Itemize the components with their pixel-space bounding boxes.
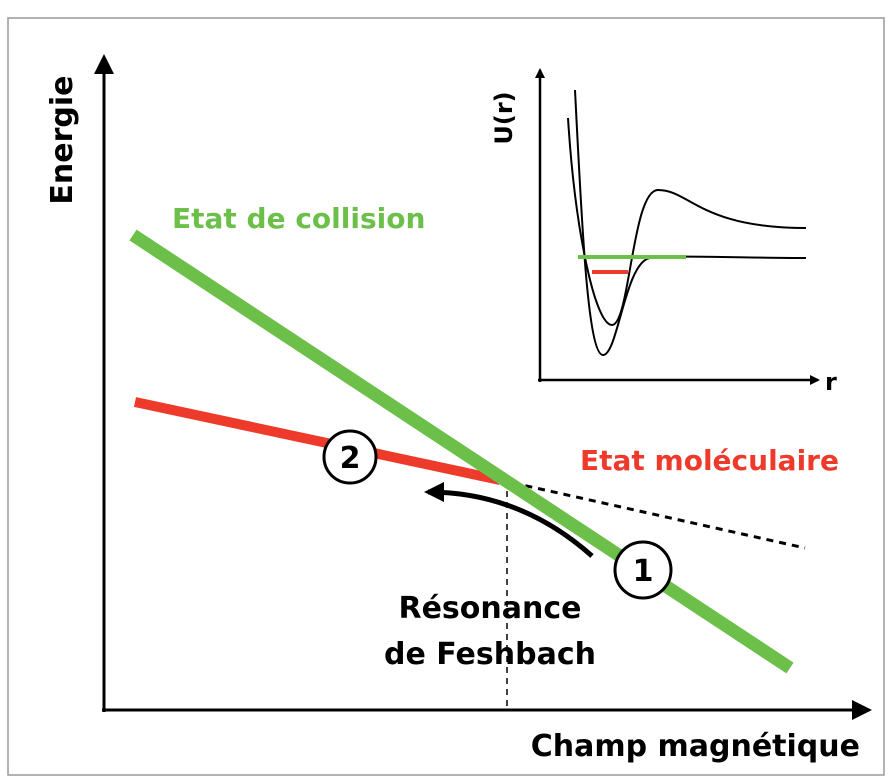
collision-state-label: Etat de collision — [172, 202, 425, 235]
frame — [7, 17, 885, 776]
molecular-state-line — [133, 397, 502, 485]
marker-label: 2 — [340, 441, 361, 476]
resonance-label: de Feshbach — [384, 637, 596, 672]
dashed-continuation — [499, 478, 806, 550]
marker-circle — [613, 540, 673, 600]
resonance-label: Résonance — [398, 591, 581, 626]
marker-circle — [322, 429, 378, 485]
inset-y-label: U(r) — [490, 91, 518, 144]
inset-x-label: r — [825, 368, 837, 396]
closed-channel-potential — [567, 117, 807, 327]
molecular-state-label: Etat moléculaire — [580, 444, 839, 477]
marker-label: 1 — [633, 554, 654, 589]
x-axis-label: Champ magnétique — [531, 729, 860, 764]
collision-state-line — [129, 229, 794, 674]
transition-arrow — [424, 482, 594, 558]
y-axis-label: Energie — [45, 75, 80, 204]
